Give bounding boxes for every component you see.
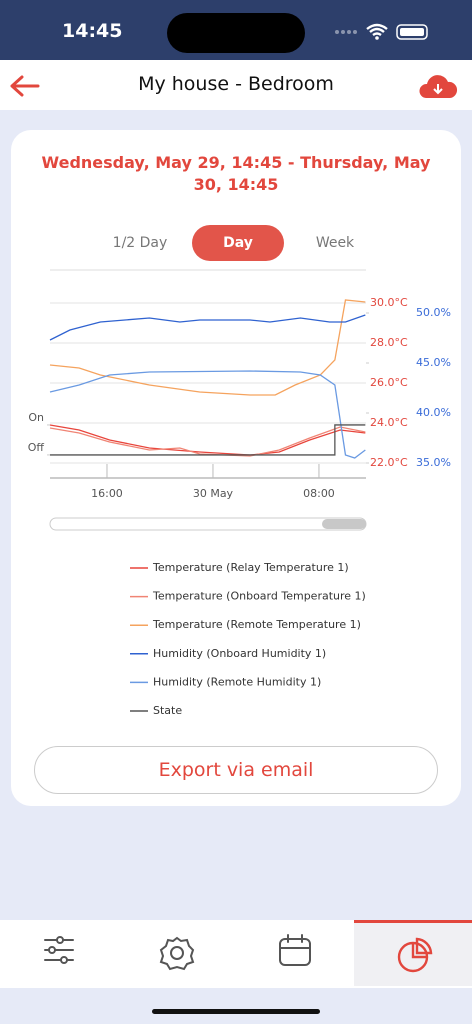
home-indicator bbox=[152, 1009, 320, 1014]
back-button[interactable] bbox=[8, 72, 42, 100]
legend-label: Temperature (Relay Temperature 1) bbox=[152, 561, 349, 574]
series-line bbox=[49, 426, 366, 457]
y2-tick-label: 45.0% bbox=[416, 356, 451, 369]
scrollbar-track[interactable] bbox=[49, 517, 367, 531]
y2-tick-label: 35.0% bbox=[416, 456, 451, 469]
tab-half-day[interactable]: 1/2 Day bbox=[112, 235, 168, 251]
status-time: 14:45 bbox=[62, 20, 123, 42]
legend-label: Humidity (Onboard Humidity 1) bbox=[153, 647, 326, 660]
y-tick-label: 28.0°C bbox=[370, 336, 408, 349]
series-line bbox=[50, 424, 366, 456]
y3-tick-label: On bbox=[28, 411, 44, 424]
legend-label: State bbox=[153, 704, 182, 717]
x-tick-label: 30 May bbox=[193, 487, 234, 500]
scrollbar-thumb[interactable] bbox=[322, 519, 366, 529]
legend-label: Temperature (Onboard Temperature 1) bbox=[152, 590, 366, 603]
y-tick-label: 24.0°C bbox=[370, 416, 408, 429]
tab-week[interactable]: Week bbox=[315, 235, 355, 251]
export-button[interactable]: Export via email bbox=[34, 746, 438, 794]
series-line bbox=[49, 314, 366, 341]
series-line bbox=[49, 424, 366, 456]
y-tick-label: 30.0°C bbox=[370, 296, 408, 309]
header bbox=[0, 60, 472, 110]
tab-day[interactable]: Day bbox=[192, 225, 284, 261]
y-tick-label: 22.0°C bbox=[370, 456, 408, 469]
period-title: Wednesday, May 29, 14:45 - Thursday, May… bbox=[41, 153, 431, 194]
chart: 22.0°C 24.0°C 26.0°C 28.0°C 30.0°C 35.0% 40.0%… bbox=[28, 269, 451, 717]
series-line bbox=[49, 299, 366, 396]
header-title: My house - Bedroom bbox=[138, 73, 334, 95]
y-tick-label: 26.0°C bbox=[370, 376, 408, 389]
status-icons bbox=[335, 23, 428, 40]
y2-tick-label: 40.0% bbox=[416, 406, 451, 419]
x-tick-label: 16:00 bbox=[91, 487, 123, 500]
y3-tick-label: Off bbox=[28, 441, 45, 454]
notch bbox=[167, 13, 305, 53]
legend-label: Humidity (Remote Humidity 1) bbox=[153, 675, 321, 688]
y2-tick-label: 50.0% bbox=[416, 306, 451, 319]
legend-label: Temperature (Remote Temperature 1) bbox=[152, 618, 361, 631]
x-tick-label: 08:00 bbox=[303, 487, 335, 500]
download-button[interactable] bbox=[418, 72, 460, 102]
tab-icons bbox=[44, 934, 433, 973]
series-line bbox=[49, 370, 366, 459]
